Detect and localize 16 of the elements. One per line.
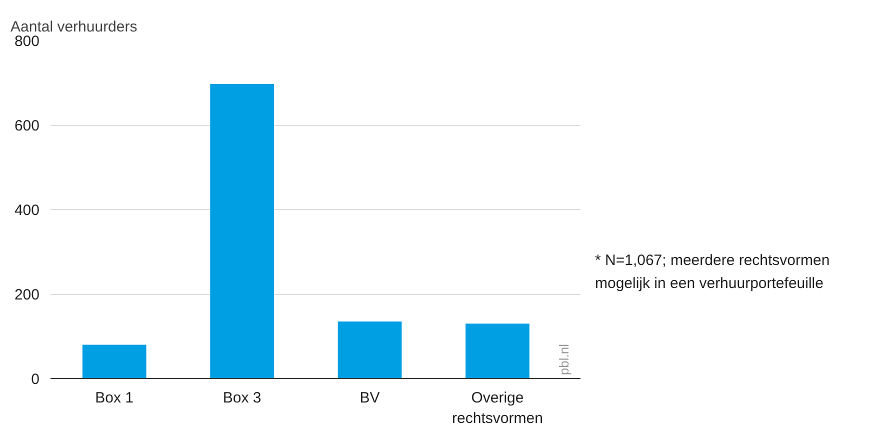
bar xyxy=(338,321,402,378)
y-tick-label: 200 xyxy=(14,286,40,304)
x-tick-label: Box 1 xyxy=(95,390,134,406)
annotation: pbl.nl xyxy=(556,344,572,376)
y-tick-label: 600 xyxy=(14,118,40,134)
text: * N=1,067; meerdere rechtsvormen mogelijk in een verhuurportefeuille xyxy=(595,251,831,294)
x-tick-label: BV xyxy=(360,390,380,406)
bar xyxy=(210,84,274,378)
bar xyxy=(466,324,530,378)
y-axis-title: Aantal verhuurders xyxy=(10,18,138,36)
x-tick-label: Overige rechtsvormen xyxy=(452,390,543,427)
y-tick-label: 400 xyxy=(14,202,40,219)
y-tick-label: 0 xyxy=(31,371,40,388)
x-tick-label: Box 3 xyxy=(222,390,262,406)
bar xyxy=(82,344,146,378)
y-tick-label: 800 xyxy=(14,33,40,50)
